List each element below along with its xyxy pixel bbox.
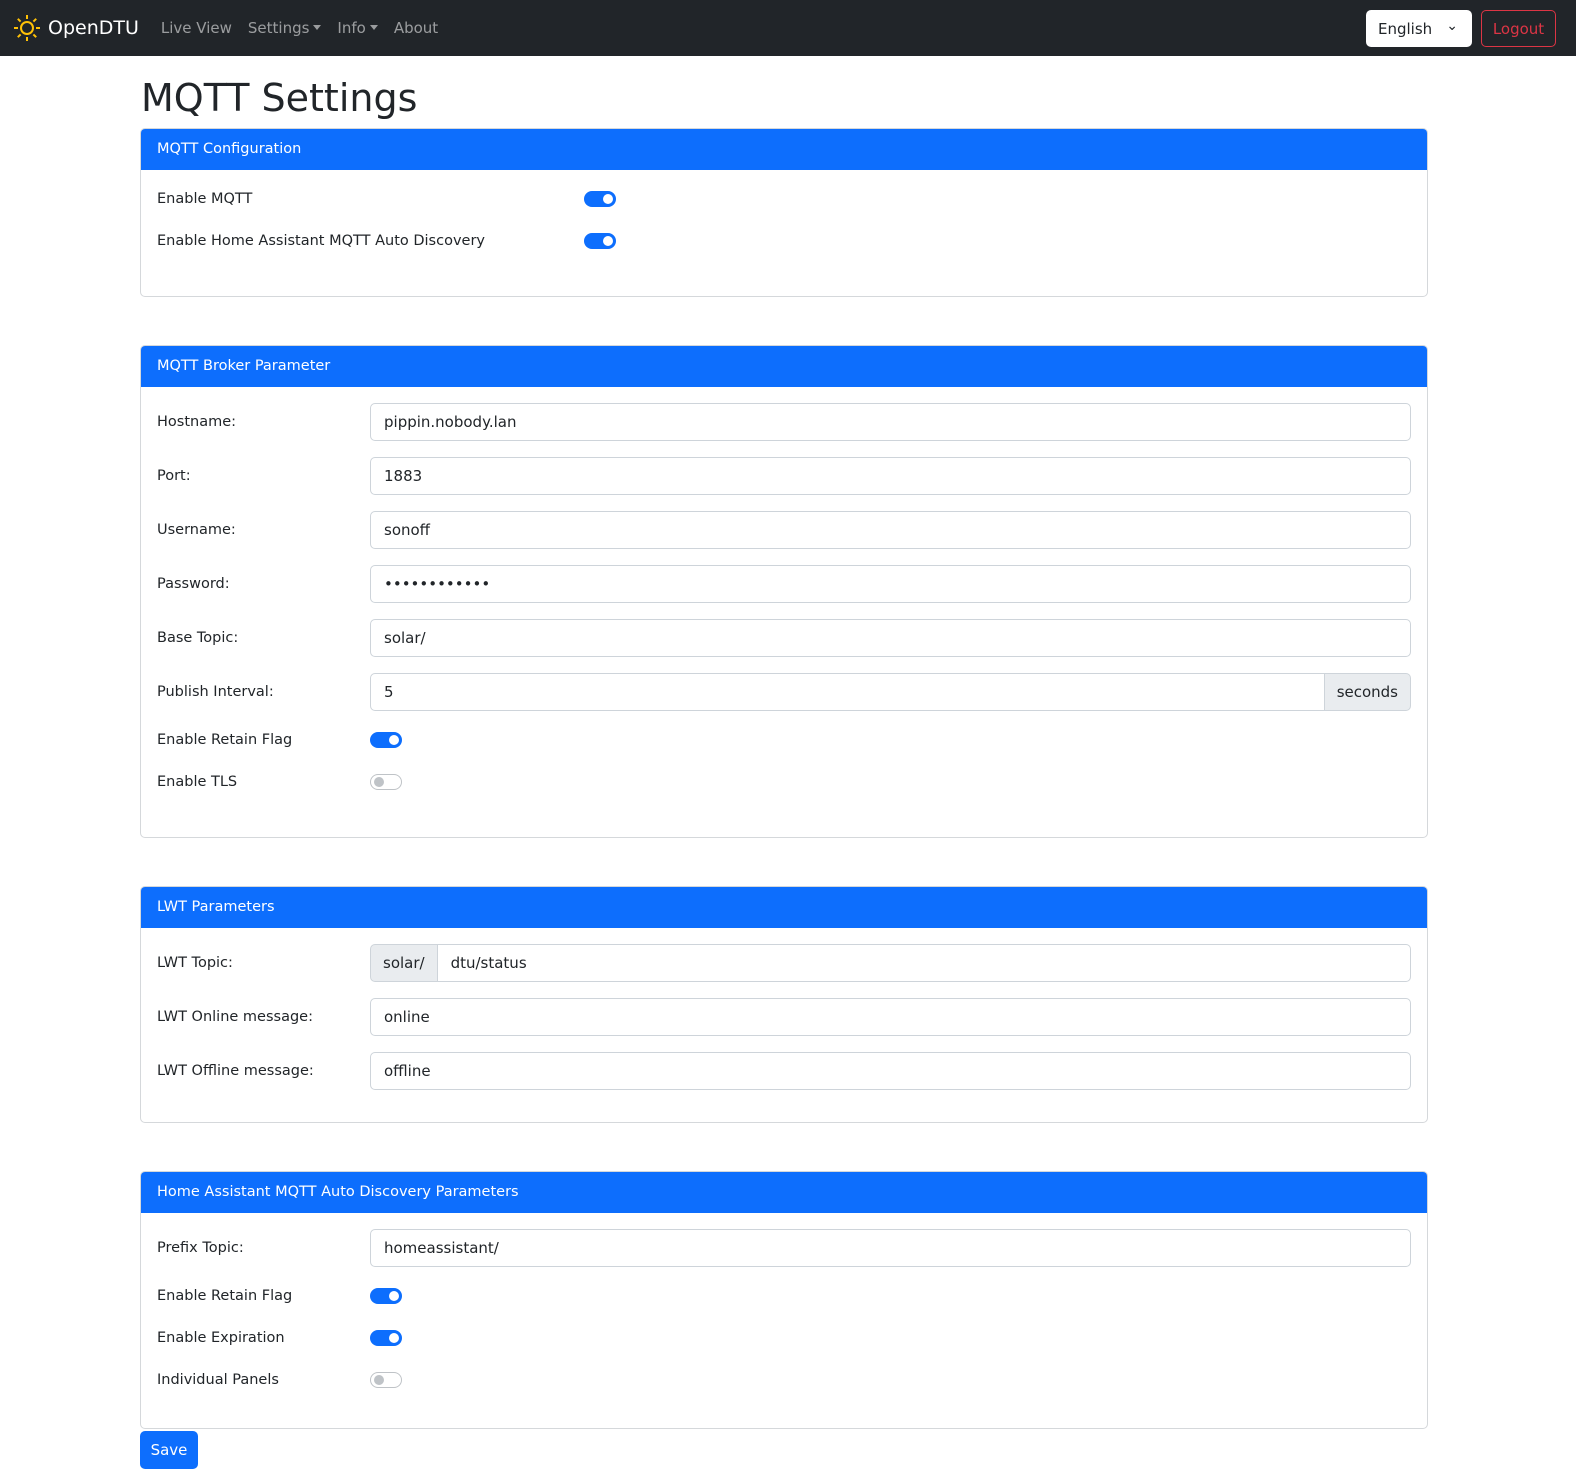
label: Individual Panels [157, 1372, 279, 1388]
label: LWT Online message: [157, 1009, 313, 1025]
label: Publish Interval: [157, 684, 274, 700]
card-header: MQTT Configuration [141, 129, 1427, 170]
label: Prefix Topic: [157, 1240, 244, 1256]
label: Enable TLS [157, 774, 238, 790]
seconds-addon: seconds [1324, 673, 1411, 711]
sun-icon [14, 15, 40, 41]
label: Enable Retain Flag [157, 1288, 293, 1304]
prefix-topic-input[interactable]: homeassistant/ [370, 1229, 1411, 1267]
expiration-toggle[interactable] [370, 1330, 402, 1346]
enable-mqtt-row: Enable MQTT [157, 186, 1411, 212]
lwt-topic-prefix: solar/ [370, 944, 438, 982]
card-header: Home Assistant MQTT Auto Discovery Param… [141, 1172, 1427, 1213]
port-input[interactable]: 1883 [370, 457, 1411, 495]
save-button[interactable]: Save [140, 1431, 198, 1469]
label: Username: [157, 522, 236, 538]
label: Base Topic: [157, 630, 239, 646]
password-input[interactable]: •••••••••••• [370, 565, 1411, 603]
hostname-input[interactable]: pippin.nobody.lan [370, 403, 1411, 441]
label: Hostname: [157, 414, 237, 430]
base-topic-input[interactable]: solar/ [370, 619, 1411, 657]
label: Enable Retain Flag [157, 732, 293, 748]
lwt-online-input[interactable]: online [370, 998, 1411, 1036]
label: Enable MQTT [157, 191, 253, 207]
username-input[interactable]: sonoff [370, 511, 1411, 549]
individual-panels-toggle[interactable] [370, 1372, 402, 1388]
card-header: LWT Parameters [141, 887, 1427, 928]
publish-interval-input[interactable]: 5 [370, 673, 1325, 711]
logout-button[interactable]: Logout [1481, 10, 1556, 47]
nav-settings[interactable]: Settings [248, 19, 322, 37]
language-value: English [1378, 19, 1433, 38]
retain-toggle[interactable] [370, 732, 402, 748]
mqtt-broker-card: MQTT Broker Parameter Hostname: pippin.no… [140, 345, 1428, 838]
nav-about[interactable]: About [393, 19, 439, 37]
nav-info[interactable]: Info [337, 19, 377, 37]
ha-retain-toggle[interactable] [370, 1288, 402, 1304]
chevron-down-icon: ⌄ [1446, 18, 1458, 34]
lwt-offline-input[interactable]: offline [370, 1052, 1411, 1090]
mqtt-configuration-card: MQTT Configuration Enable MQTT Enable Ho… [140, 128, 1428, 297]
label: Enable Expiration [157, 1330, 285, 1346]
nav-info-label: Info [337, 19, 366, 37]
tls-toggle[interactable] [370, 774, 402, 790]
enable-ha-row: Enable Home Assistant MQTT Auto Discover… [157, 228, 1411, 254]
label: Enable Home Assistant MQTT Auto Discover… [157, 233, 485, 249]
lwt-card: LWT Parameters LWT Topic: solar/dtu/statu… [140, 886, 1428, 1123]
card-header: MQTT Broker Parameter [141, 346, 1427, 387]
label: Port: [157, 468, 191, 484]
enable-ha-toggle[interactable] [584, 233, 616, 249]
page-title: MQTT Settings [141, 76, 418, 120]
lwt-topic-input[interactable]: dtu/status [437, 944, 1411, 982]
ha-discovery-card: Home Assistant MQTT Auto Discovery Param… [140, 1171, 1428, 1429]
label: LWT Offline message: [157, 1063, 314, 1079]
navbar: OpenDTU Live View Settings Info About En… [0, 0, 1576, 56]
brand-link[interactable]: OpenDTU [12, 13, 139, 43]
label: LWT Topic: [157, 955, 233, 971]
nav-live-view[interactable]: Live View [160, 19, 232, 37]
nav-settings-label: Settings [247, 19, 310, 37]
enable-mqtt-toggle[interactable] [584, 191, 616, 207]
brand-name: OpenDTU [48, 17, 139, 39]
label: Password: [157, 576, 230, 592]
language-select[interactable]: English ⌄ [1366, 10, 1472, 47]
